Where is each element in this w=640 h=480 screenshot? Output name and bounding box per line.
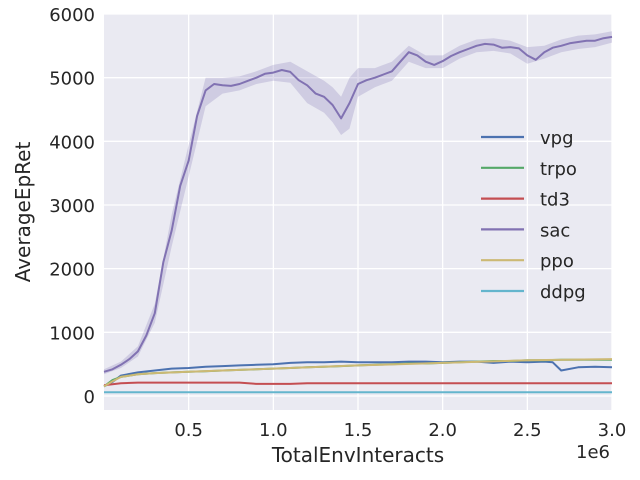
series-line-ppo — [103, 358, 613, 388]
series-lines — [103, 35, 613, 394]
legend-label-sac: sac — [540, 220, 570, 241]
series-line-vpg — [103, 360, 613, 388]
legend-label-ppo: ppo — [540, 251, 574, 272]
y-tick-label: 1000 — [49, 323, 95, 344]
grid — [104, 13, 613, 410]
x-tick-label: 1.0 — [259, 420, 288, 441]
x-tick-label: 2.0 — [428, 420, 457, 441]
legend-label-ddpg: ddpg — [540, 282, 586, 303]
series-line-sac — [103, 35, 613, 373]
legend-label-vpg: vpg — [540, 128, 574, 149]
y-tick-label: 2000 — [49, 260, 95, 281]
x-tick-label: 1.5 — [344, 420, 373, 441]
legend-label-td3: td3 — [540, 190, 570, 211]
x-tick-labels: 0.5 1.0 1.5 2.0 2.5 3.0 — [174, 420, 626, 441]
x-offset-label: 1e6 — [576, 442, 610, 463]
y-tick-labels: 0 1000 2000 3000 4000 5000 6000 — [49, 5, 95, 408]
y-tick-label: 3000 — [49, 196, 95, 217]
y-axis-label: AverageEpRet — [11, 142, 35, 283]
y-tick-label: 5000 — [49, 69, 95, 90]
x-tick-label: 3.0 — [598, 420, 627, 441]
legend: vpg trpo td3 sac ppo ddpg — [481, 128, 586, 303]
x-axis-label: TotalEnvInteracts — [271, 443, 444, 467]
series-line-td3 — [103, 381, 612, 387]
x-tick-label: 0.5 — [174, 420, 203, 441]
y-tick-label: 4000 — [49, 132, 95, 153]
x-tick-label: 2.5 — [513, 420, 542, 441]
legend-label-trpo: trpo — [540, 159, 577, 180]
y-tick-label: 6000 — [49, 5, 95, 26]
y-tick-label: 0 — [84, 387, 95, 408]
